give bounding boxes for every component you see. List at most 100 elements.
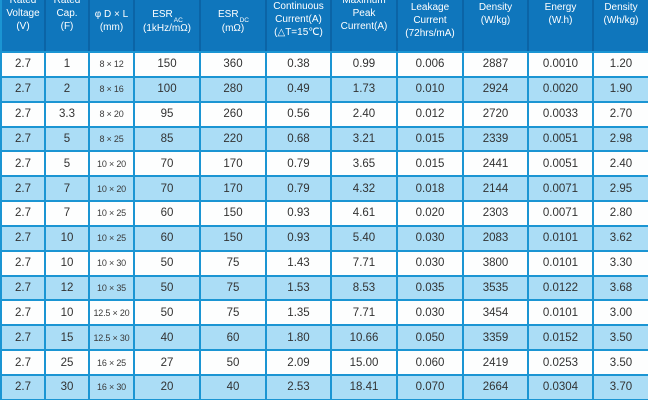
cell: 50	[133, 249, 201, 277]
cell: 2.7	[0, 299, 46, 327]
cell: 40	[199, 373, 267, 400]
cell: 3.50	[592, 324, 648, 352]
table-row: 2.7 5 8 × 25 85 220 0.68 3.21 0.015 2339 0.0051 2.…	[0, 125, 648, 153]
cell: 60	[199, 324, 267, 352]
cell: 0.035	[396, 274, 464, 302]
cell: 3.21	[330, 125, 398, 153]
header-line: Energy	[544, 2, 577, 13]
cell: 1.20	[592, 51, 648, 78]
cell: 1.53	[265, 274, 332, 302]
cell: 0.0101	[527, 249, 594, 277]
cell: 2.7	[0, 249, 46, 277]
cell: 50	[133, 299, 201, 327]
cell: 0.79	[265, 175, 332, 203]
header-line: (△T=15℃)	[274, 27, 323, 38]
cell: 4.61	[330, 200, 398, 227]
cell: 10 × 20	[88, 175, 135, 203]
cell: 0.0033	[527, 100, 594, 128]
cell: 10	[44, 299, 90, 327]
esr-dc-subscript: DC	[239, 17, 249, 24]
cell: 2720	[462, 100, 529, 128]
cell: 12	[44, 274, 90, 302]
table-header: Rated Voltage (V) Rated Cap. (F) φ D × L…	[0, 0, 648, 53]
cell: 15.00	[330, 349, 398, 376]
cell: 0.0051	[527, 125, 594, 153]
cell: 0.93	[265, 200, 332, 227]
cell: 27	[133, 349, 201, 376]
cell: 170	[199, 175, 267, 203]
cell: 0.0071	[527, 200, 594, 227]
cell: 150	[199, 200, 267, 227]
cell: 5	[44, 150, 90, 178]
cell: 10	[44, 249, 90, 277]
cell: 0.015	[396, 150, 464, 178]
col-continuous-current: Continuous Current(A) (△T=15℃)	[265, 0, 332, 53]
cell: 3454	[462, 299, 529, 327]
table-row: 2.7 7 10 × 25 60 150 0.93 4.61 0.020 2303 0.0071 2…	[0, 200, 648, 227]
cell: 2.70	[592, 100, 648, 128]
cell: 0.010	[396, 75, 464, 103]
header-line: ESRDC	[218, 9, 249, 24]
cell: 2.80	[592, 200, 648, 227]
cell: 2664	[462, 373, 529, 400]
cell: 2.7	[0, 274, 46, 302]
cell: 8 × 20	[88, 100, 135, 128]
cell: 0.060	[396, 349, 464, 376]
cell: 12.5 × 30	[88, 324, 135, 352]
cell: 0.0122	[527, 274, 594, 302]
cell: 16 × 30	[88, 373, 135, 400]
cell: 0.070	[396, 373, 464, 400]
header-line: Current	[413, 15, 447, 26]
header-line: Continuous	[273, 1, 324, 12]
cell: 2303	[462, 200, 529, 227]
cell: 10 × 20	[88, 150, 135, 178]
cell: 7	[44, 175, 90, 203]
table-row: 2.7 10 12.5 × 20 50 75 1.35 7.71 0.030 3454 0.010…	[0, 299, 648, 327]
table-row: 2.7 12 10 × 35 50 75 1.53 8.53 0.035 3535 0.0122 3…	[0, 274, 648, 302]
table-row: 2.7 15 12.5 × 30 40 60 1.80 10.66 0.050 3359 0.01…	[0, 324, 648, 352]
cell: 2.7	[0, 324, 46, 352]
cell: 1.90	[592, 75, 648, 103]
cell: 3800	[462, 249, 529, 277]
header-line: Current(A)	[275, 14, 322, 25]
cell: 10	[44, 224, 90, 252]
cell: 2.7	[0, 75, 46, 103]
cell: 50	[199, 349, 267, 376]
cell: 5.40	[330, 224, 398, 252]
cell: 2339	[462, 125, 529, 153]
header-line: Voltage	[6, 8, 40, 19]
cell: 8 × 25	[88, 125, 135, 153]
cell: 2.7	[0, 100, 46, 128]
cell: 2.7	[0, 349, 46, 376]
col-energy-density: Density (Wh/kg)	[592, 0, 648, 53]
cell: 1.43	[265, 249, 332, 277]
cell: 5	[44, 125, 90, 153]
cell: 3.50	[592, 349, 648, 376]
cell: 4.32	[330, 175, 398, 203]
cell: 2.7	[0, 224, 46, 252]
cell: 0.0101	[527, 224, 594, 252]
cell: 0.0020	[527, 75, 594, 103]
cell: 2.7	[0, 51, 46, 78]
cell: 220	[199, 125, 267, 153]
cell: 2.7	[0, 175, 46, 203]
cell: 0.0101	[527, 299, 594, 327]
header-line: (V)	[16, 21, 30, 32]
table-row: 2.7 3.3 8 × 20 95 260 0.56 2.40 0.012 2720 0.0033…	[0, 100, 648, 128]
cell: 3.70	[592, 373, 648, 400]
header-line: (mΩ)	[221, 23, 245, 34]
cell: 15	[44, 324, 90, 352]
cell: 0.030	[396, 224, 464, 252]
cell: 2.40	[592, 150, 648, 178]
cell: 0.0010	[527, 51, 594, 78]
cell: 0.030	[396, 249, 464, 277]
cell: 3.65	[330, 150, 398, 178]
table-body: 2.7 1 8 × 12 150 360 0.38 0.99 0.006 2887 0.0010 1…	[0, 51, 648, 400]
cell: 0.68	[265, 125, 332, 153]
cell: 3535	[462, 274, 529, 302]
table-row: 2.7 10 10 × 25 60 150 0.93 5.40 0.030 2083 0.0101…	[0, 224, 648, 252]
cell: 2.95	[592, 175, 648, 203]
cell: 2.7	[0, 373, 46, 400]
cell: 70	[133, 150, 201, 178]
